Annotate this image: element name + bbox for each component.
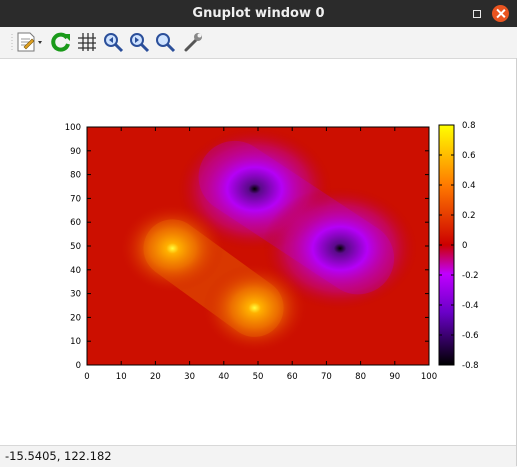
zoom-next-icon[interactable]: [128, 31, 150, 53]
cb-tick-label: 0.6: [462, 151, 476, 161]
settings-icon[interactable]: [182, 31, 204, 53]
y-tick-label: 70: [70, 194, 81, 204]
autoscale-icon[interactable]: [154, 31, 176, 53]
axis-ticks: 0 10 20 30 40 50 60 70 80 90 100 0 10 20 30 40 50 60 70 80 9…: [65, 123, 437, 382]
replot-icon[interactable]: [50, 31, 72, 53]
x-tick-label: 70: [321, 372, 332, 382]
zoom-previous-icon[interactable]: [102, 31, 124, 53]
y-tick-label: 40: [70, 266, 81, 276]
cb-tick-label: 0: [462, 241, 467, 251]
peak-0: [120, 204, 225, 293]
window-title: Gnuplot window 0: [192, 6, 325, 21]
cb-tick-label: -0.8: [462, 361, 479, 371]
y-tick-label: 30: [70, 290, 81, 300]
export-icon[interactable]: [10, 31, 44, 53]
cursor-coordinates: -15.5405, 122.182: [5, 449, 112, 463]
y-tick-label: 80: [70, 171, 81, 181]
colorbar-ticks: 0.8 0.6 0.4 0.2 0 -0.2 -0.4 -0.6 -0.8: [439, 121, 479, 371]
toolbar: [0, 27, 517, 59]
x-tick-label: 10: [116, 372, 127, 382]
y-tick-label: 0: [76, 361, 81, 371]
cb-tick-label: -0.2: [462, 271, 479, 281]
y-tick-label: 10: [70, 337, 81, 347]
heatmap-chart[interactable]: 0 10 20 30 40 50 60 70 80 90 100 0 10 20 30 40 50 60 70 80 9…: [0, 59, 517, 445]
close-button[interactable]: [492, 5, 509, 22]
x-tick-label: 60: [287, 372, 298, 382]
cb-tick-label: 0.2: [462, 211, 476, 221]
y-tick-label: 60: [70, 218, 81, 228]
x-tick-label: 30: [184, 372, 195, 382]
cb-tick-label: 0.8: [462, 121, 476, 131]
maximize-button[interactable]: [468, 5, 485, 22]
grid-icon[interactable]: [76, 31, 98, 53]
cb-tick-label: -0.6: [462, 331, 479, 341]
x-tick-label: 50: [253, 372, 264, 382]
x-tick-label: 0: [84, 372, 89, 382]
y-tick-label: 50: [70, 242, 81, 252]
y-tick-label: 100: [65, 123, 81, 133]
peak-1: [202, 263, 307, 352]
title-bar[interactable]: Gnuplot window 0: [0, 0, 517, 27]
cb-tick-label: 0.4: [462, 181, 476, 191]
x-tick-label: 90: [389, 372, 400, 382]
plot-area[interactable]: 0 10 20 30 40 50 60 70 80 90 100 0 10 20 30 40 50 60 70 80 9…: [0, 59, 517, 445]
x-tick-label: 80: [355, 372, 366, 382]
x-tick-label: 40: [218, 372, 229, 382]
y-tick-label: 90: [70, 147, 81, 157]
status-bar: -15.5405, 122.182: [0, 445, 517, 467]
heatmap-surface: [87, 127, 429, 365]
cb-tick-label: -0.4: [462, 301, 479, 311]
x-tick-label: 100: [421, 372, 437, 382]
x-tick-label: 20: [150, 372, 161, 382]
trough-1: [262, 186, 419, 311]
y-tick-label: 20: [70, 313, 81, 323]
